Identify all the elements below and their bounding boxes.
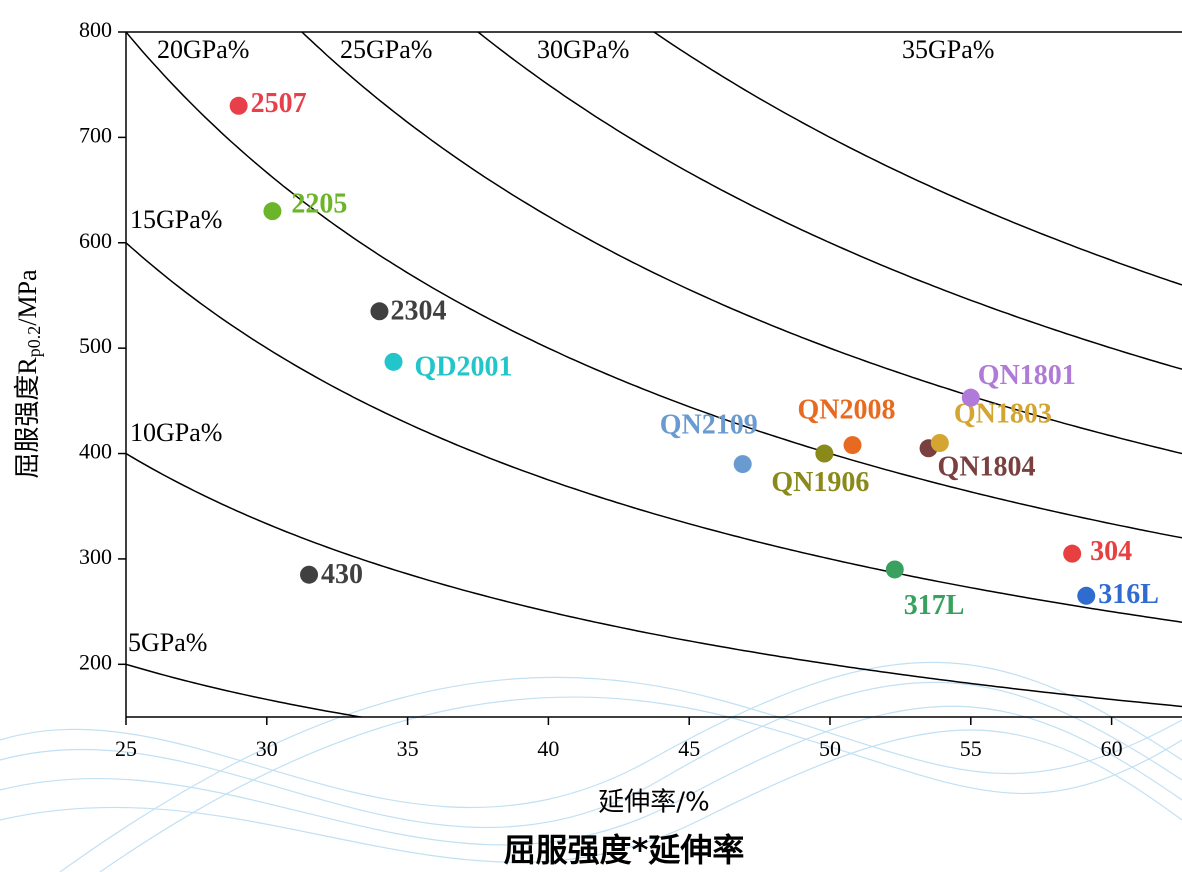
y-axis-label: 屈服强度Rp0.2/MPa <box>13 269 44 479</box>
y-tick-label: 600 <box>79 228 112 253</box>
point-label: QN2008 <box>798 395 896 426</box>
point-label: 430 <box>321 559 363 590</box>
y-tick-label: 700 <box>79 122 112 147</box>
point-label: QN1804 <box>938 452 1036 483</box>
iso-curve-label: 5GPa% <box>128 628 207 657</box>
x-tick-label: 60 <box>1101 736 1123 761</box>
data-point <box>930 434 949 452</box>
chart-title: 屈服强度*延伸率 <box>504 831 745 869</box>
background-waves <box>0 661 1182 872</box>
point-label: 2304 <box>390 296 446 327</box>
data-point <box>885 560 904 579</box>
x-tick-label: 30 <box>256 736 278 761</box>
data-point <box>733 455 752 474</box>
data-point <box>843 436 862 455</box>
y-tick-label: 300 <box>79 544 112 569</box>
iso-curve-label: 30GPa% <box>537 35 629 64</box>
point-label: 304 <box>1090 536 1132 567</box>
data-point <box>815 444 834 463</box>
y-label-sub: p0.2 <box>24 326 44 358</box>
curves <box>126 32 1182 717</box>
iso-curve-label: 20GPa% <box>157 35 249 64</box>
y-tick-label: 200 <box>79 649 112 674</box>
data-point <box>300 565 319 584</box>
x-tick-label: 35 <box>397 736 419 761</box>
iso-curve <box>300 32 1182 455</box>
point-label: QN2109 <box>660 409 758 440</box>
y-tick-label: 800 <box>79 17 112 42</box>
y-tick-label: 400 <box>79 439 112 464</box>
y-label-unit: /MPa <box>13 269 42 326</box>
x-tick-label: 45 <box>678 736 700 761</box>
point-label: QD2001 <box>415 351 513 382</box>
x-tick-label: 50 <box>819 736 841 761</box>
x-axis-label: 延伸率/% <box>598 788 709 818</box>
iso-curve <box>126 32 1182 539</box>
point-label: QN1801 <box>978 360 1076 391</box>
y-label-main: 屈服强度R <box>13 357 42 479</box>
data-point <box>1077 586 1096 605</box>
x-tick-label: 25 <box>115 736 137 761</box>
iso-curve-label: 25GPa% <box>340 35 432 64</box>
point-label: QN1906 <box>771 467 869 498</box>
plot-area: 5GPa% 10GPa% 15GPa% 20GPa% 25GPa% 30GPa% 35GPa… <box>126 32 1182 717</box>
data-point <box>961 388 980 407</box>
point-label: 2205 <box>291 189 347 220</box>
data-point <box>1063 544 1082 563</box>
point-label: 2507 <box>251 88 307 119</box>
iso-curve <box>126 242 1182 623</box>
data-point <box>229 96 248 115</box>
x-tick-label: 40 <box>537 736 559 761</box>
iso-curve-label: 15GPa% <box>130 205 222 234</box>
data-point <box>384 352 403 371</box>
iso-curve-label: 10GPa% <box>130 418 222 447</box>
iso-curve-label: 35GPa% <box>902 35 994 64</box>
point-label: 316L <box>1098 579 1159 610</box>
iso-curve <box>652 32 1182 286</box>
iso-curve <box>126 452 1182 708</box>
data-point <box>263 202 282 221</box>
iso-curve <box>126 663 366 717</box>
x-tick-label: 55 <box>960 736 982 761</box>
data-point <box>370 302 389 321</box>
point-label: 317L <box>904 590 965 621</box>
y-tick-label: 500 <box>79 333 112 358</box>
iso-curve <box>476 32 1182 370</box>
